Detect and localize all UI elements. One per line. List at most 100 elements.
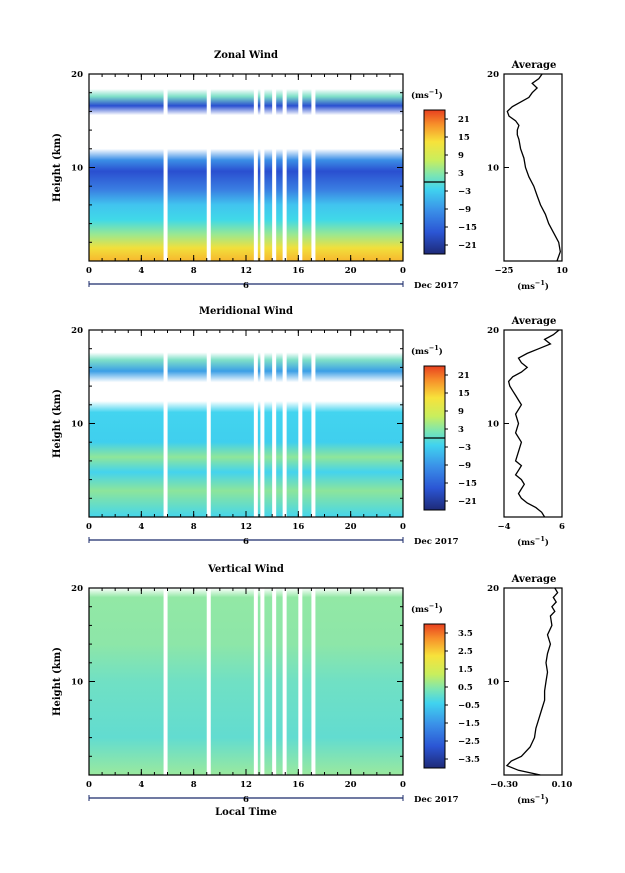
profile-x-tick-label: 10 (556, 266, 568, 276)
x-tick-label: 8 (191, 522, 197, 532)
colorbar-tick-label: −9 (458, 461, 471, 471)
x-tick-label: 12 (240, 522, 252, 532)
heatmap-field (89, 74, 403, 261)
colorbar-tick-label: −3 (458, 443, 471, 453)
profile-line (505, 587, 559, 776)
panel-title: Zonal Wind (214, 50, 278, 61)
colorbar-tick-label: −15 (458, 479, 477, 489)
day-label: 6 (243, 795, 249, 805)
data-gap (272, 74, 277, 261)
profile-line (506, 73, 561, 262)
colorbar-tick-label: 21 (458, 115, 470, 125)
data-gap (298, 74, 303, 261)
profile-title: Average (511, 316, 557, 327)
profile-title: Average (511, 60, 557, 71)
data-gap (253, 74, 258, 261)
profile-frame (503, 329, 563, 518)
x-tick-label: 16 (292, 522, 304, 532)
profile-y-tick-label: 10 (487, 420, 499, 430)
colorbar-unit: (ms−1) (411, 602, 443, 615)
profile-y-tick-label: 10 (487, 678, 499, 688)
x-tick-label: 0 (400, 266, 406, 276)
colorbar-tick-label: −3.5 (458, 755, 480, 765)
profile-x-tick-label: −25 (495, 266, 514, 276)
profile-line (507, 329, 560, 518)
x-tick-label: 0 (400, 780, 406, 790)
data-gap (298, 588, 303, 775)
colorbar-tick-label: −0.5 (458, 701, 480, 711)
y-tick-label: 10 (71, 164, 83, 174)
colorbar-tick-label: 9 (458, 151, 464, 161)
data-gap (206, 330, 211, 517)
y-tick-label: 10 (71, 678, 83, 688)
data-gap (163, 74, 168, 261)
colorbar (423, 623, 446, 769)
panel-3: Vertical Wind 10 20 0 4 8 12 16 20 0 6 Dec 2017 Loca… (52, 564, 572, 818)
day-label: 6 (243, 281, 249, 291)
profile-y-tick-label: 20 (487, 326, 499, 336)
x-tick-label: 12 (240, 780, 252, 790)
x-tick-label: 16 (292, 266, 304, 276)
x-tick-label: 0 (86, 780, 92, 790)
data-gap (260, 74, 265, 261)
heatmap-field (89, 588, 403, 775)
date-label: Dec 2017 (414, 537, 459, 547)
colorbar-unit: (ms−1) (411, 344, 443, 357)
colorbar-unit: (ms−1) (411, 88, 443, 101)
data-gap (282, 74, 287, 261)
profile-x-tick-label: 0.10 (552, 780, 573, 790)
x-tick-label: 4 (138, 522, 144, 532)
x-tick-label: 0 (86, 522, 92, 532)
y-tick-label: 10 (71, 420, 83, 430)
panel-1: Zonal Wind 10 20 0 4 8 12 16 20 0 6 Dec 2017 Height … (52, 50, 568, 292)
colorbar-tick-label: 3.5 (458, 629, 473, 639)
x-tick-label: 16 (292, 780, 304, 790)
x-tick-label: 8 (191, 266, 197, 276)
colorbar-tick-label: 0.5 (458, 683, 473, 693)
profile-y-tick-label: 20 (487, 70, 499, 80)
colorbar-tick-label: 3 (458, 169, 464, 179)
date-label: Dec 2017 (414, 281, 459, 291)
colorbar-tick-label: −2.5 (458, 737, 480, 747)
data-gap (272, 588, 277, 775)
colorbar-tick-label: 1.5 (458, 665, 473, 675)
profile-frame (503, 587, 563, 776)
panel-2: Meridional Wind 10 20 0 4 8 12 16 20 0 6 Dec 2017 He… (52, 306, 565, 548)
panel-title: Meridional Wind (199, 306, 293, 317)
colorbar-tick-label: 2.5 (458, 647, 473, 657)
profile-x-tick-label: 6 (559, 522, 565, 532)
profile-x-label: (ms−1) (517, 535, 549, 548)
y-tick-label: 20 (71, 70, 83, 80)
x-tick-label: 4 (138, 266, 144, 276)
colorbar-tick-label: 3 (458, 425, 464, 435)
profile-y-tick-label: 20 (487, 584, 499, 594)
data-gap (260, 330, 265, 517)
x-tick-label: 0 (86, 266, 92, 276)
data-gap (311, 74, 316, 261)
colorbar-tick-label: 21 (458, 371, 470, 381)
x-tick-label: 8 (191, 780, 197, 790)
profile-x-label: (ms−1) (517, 279, 549, 292)
y-tick-label: 20 (71, 326, 83, 336)
colorbar-tick-label: 15 (458, 133, 470, 143)
colorbar-tick-label: −3 (458, 187, 471, 197)
x-tick-label: 20 (345, 780, 357, 790)
x-tick-label: 20 (345, 522, 357, 532)
x-tick-label: 12 (240, 266, 252, 276)
profile-x-tick-label: −4 (497, 522, 510, 532)
colorbar-tick-label: −21 (458, 241, 477, 251)
data-gap (206, 588, 211, 775)
y-axis-label: Height (km) (52, 389, 63, 458)
x-axis-label: Local Time (215, 807, 277, 818)
heatmap-field (89, 330, 403, 517)
day-label: 6 (243, 537, 249, 547)
colorbar-tick-label: 9 (458, 407, 464, 417)
colorbar-tick-label: −21 (458, 497, 477, 507)
data-gap (163, 330, 168, 517)
colorbar-tick-label: −9 (458, 205, 471, 215)
colorbar-tick-label: 15 (458, 389, 470, 399)
data-gap (260, 588, 265, 775)
x-tick-label: 0 (400, 522, 406, 532)
data-gap (311, 330, 316, 517)
